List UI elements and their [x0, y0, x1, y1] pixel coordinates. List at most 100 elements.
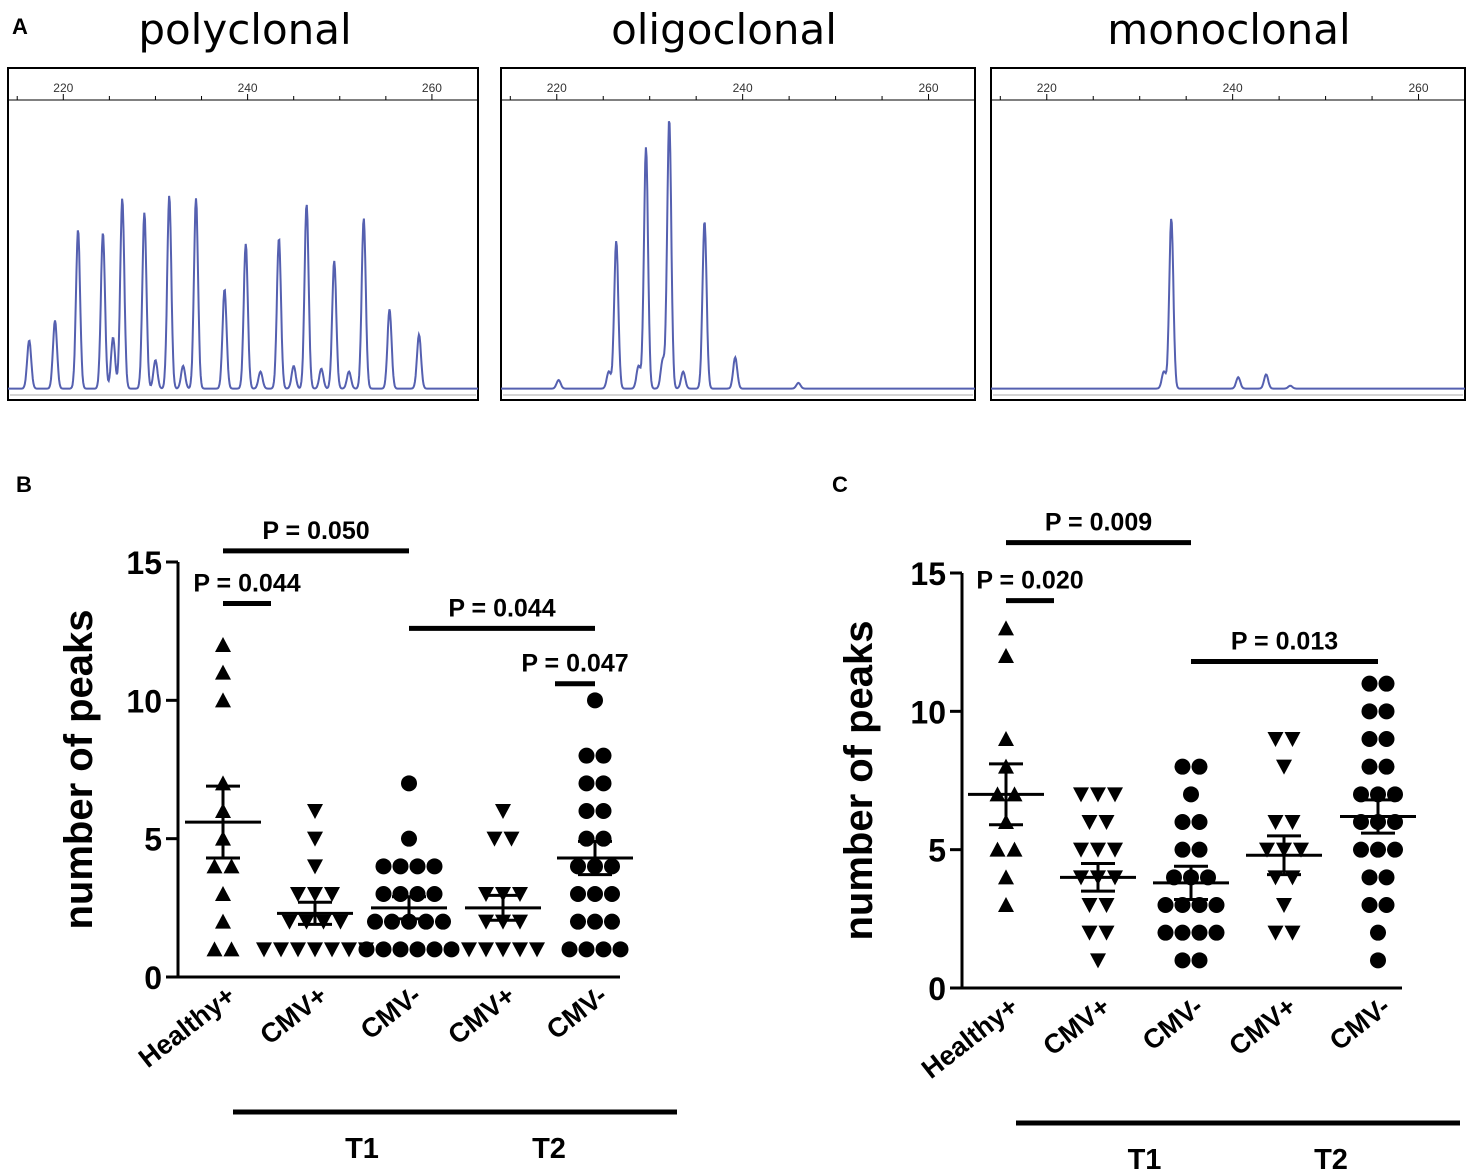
data-point: [595, 747, 612, 764]
data-point: [578, 830, 595, 847]
group-label: T1: [345, 1133, 379, 1165]
data-point: [392, 941, 409, 958]
spectrum-trace: [8, 195, 478, 390]
data-point: [281, 914, 298, 930]
spectrum-tick-label: 260: [422, 81, 442, 95]
series-2: [1153, 758, 1229, 969]
data-point: [989, 841, 1006, 857]
data-point: [1370, 841, 1386, 858]
y-tick-label: 0: [144, 960, 162, 996]
data-point: [1191, 841, 1208, 858]
spectrum-tick-label: 220: [53, 81, 73, 95]
data-point: [443, 941, 460, 958]
series-4: [557, 692, 633, 958]
data-point: [1174, 924, 1191, 941]
data-point: [215, 637, 231, 652]
data-point: [998, 620, 1014, 636]
spectrum-trace: [501, 120, 975, 390]
data-point: [1361, 675, 1378, 692]
data-point: [595, 830, 612, 847]
data-point: [384, 913, 400, 930]
panel-a-letter: A: [12, 14, 28, 39]
data-point: [223, 858, 240, 874]
panel-b-letter: B: [16, 472, 32, 497]
data-point: [1208, 897, 1225, 913]
data-point: [1174, 952, 1191, 969]
data-point: [595, 941, 612, 958]
data-point: [1378, 703, 1395, 720]
data-point: [1174, 841, 1191, 858]
data-point: [401, 775, 417, 792]
data-point: [1174, 814, 1191, 830]
data-point: [307, 804, 323, 819]
data-point: [578, 941, 595, 958]
data-point: [1387, 786, 1403, 803]
p-value-label: P = 0.020: [976, 567, 1083, 595]
data-point: [1259, 842, 1275, 858]
data-point: [307, 942, 323, 958]
data-point: [1378, 869, 1395, 886]
data-point: [215, 886, 231, 901]
data-point: [256, 942, 272, 958]
data-point: [587, 886, 603, 902]
data-point: [561, 941, 578, 958]
data-point: [435, 913, 451, 930]
spectrum-polyclonal: polyclonal 220 240 260: [7, 5, 479, 401]
data-point: [495, 914, 511, 930]
data-point: [1361, 731, 1378, 747]
data-point: [290, 942, 306, 958]
data-point: [1267, 870, 1284, 886]
series-4: [1340, 675, 1416, 969]
data-point: [486, 831, 503, 847]
spectrum-tick-label: 240: [238, 81, 258, 95]
data-point: [1387, 841, 1403, 858]
data-point: [1361, 758, 1378, 775]
data-point: [595, 803, 612, 819]
series-2: [358, 775, 460, 958]
data-point: [1267, 732, 1284, 747]
data-point: [1006, 841, 1023, 857]
data-point: [570, 858, 586, 875]
p-value-label: P = 0.044: [193, 570, 300, 598]
x-category-label: CMV-: [355, 980, 427, 1045]
data-point: [418, 913, 434, 930]
series-3: [1246, 732, 1322, 941]
data-point: [1387, 814, 1403, 830]
data-point: [1191, 814, 1208, 830]
data-point: [503, 831, 520, 847]
spectrum-tick-label: 240: [1223, 81, 1243, 95]
series-1: [1060, 787, 1136, 969]
data-point: [604, 886, 620, 902]
data-point: [206, 858, 223, 874]
spectrum-frame: [7, 67, 479, 401]
spectrum-title: monoclonal: [1107, 5, 1350, 54]
spectrum-tick-label: 220: [1037, 81, 1057, 95]
spectrum-tick-label: 260: [1409, 81, 1429, 95]
data-point: [998, 897, 1014, 912]
data-point: [578, 803, 595, 819]
data-point: [578, 747, 595, 764]
series-0: [185, 637, 261, 957]
spectrum-monoclonal: monoclonal 220 240 260: [990, 5, 1466, 401]
data-point: [358, 941, 375, 958]
data-point: [1361, 703, 1378, 720]
spectrum-tick-label: 260: [919, 81, 939, 95]
y-tick-label: 0: [928, 971, 946, 1007]
data-point: [570, 913, 586, 930]
x-category-label: CMV-: [1137, 991, 1209, 1056]
data-point: [215, 664, 231, 680]
data-point: [1191, 952, 1208, 969]
x-category-label: CMV-: [1324, 991, 1396, 1056]
spectrum-trace: [991, 218, 1465, 390]
data-point: [578, 775, 595, 792]
y-axis-label: number of peaks: [57, 609, 101, 929]
series-0: [968, 620, 1044, 912]
data-point: [1073, 842, 1089, 858]
spectrum-frame: [990, 67, 1466, 401]
y-tick-label: 10: [910, 694, 946, 730]
x-category-label: CMV-: [541, 980, 613, 1045]
data-point: [324, 942, 340, 958]
data-point: [426, 886, 443, 902]
data-point: [1073, 787, 1089, 803]
